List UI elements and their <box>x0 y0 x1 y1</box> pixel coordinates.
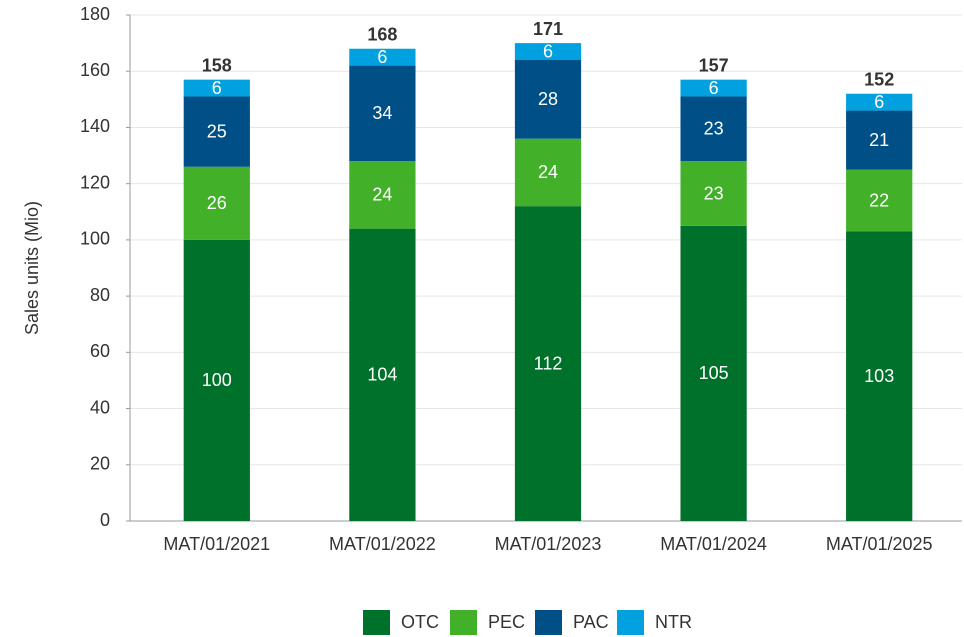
bar-segment <box>183 166 250 240</box>
y-tick-label: 140 <box>80 116 110 136</box>
bar-segment <box>680 225 747 522</box>
data-label: 112 <box>534 353 563 373</box>
bar-segment <box>680 96 747 162</box>
data-label: 34 <box>372 103 392 123</box>
data-label: 23 <box>704 183 724 203</box>
data-label: 6 <box>709 78 719 98</box>
legend-label: OTC <box>401 612 439 632</box>
y-tick-label: 160 <box>80 60 110 80</box>
bar-segment <box>349 48 416 66</box>
bar-segment <box>846 110 913 170</box>
bar-segment <box>846 231 913 521</box>
legend-swatch <box>363 610 390 635</box>
data-label: 105 <box>699 363 729 383</box>
data-label: 6 <box>377 47 387 67</box>
bar-segment <box>349 65 416 162</box>
bar-segment <box>514 138 582 207</box>
data-label: 6 <box>874 92 884 112</box>
legend-label: PEC <box>488 612 525 632</box>
legend-label: PAC <box>573 612 609 632</box>
data-label: 26 <box>207 193 227 213</box>
data-label: 28 <box>538 89 558 109</box>
data-label: 25 <box>207 121 227 141</box>
bar-segment <box>183 96 250 167</box>
total-label: 171 <box>533 19 563 39</box>
total-label: 152 <box>864 69 894 89</box>
bar-segment <box>514 43 582 60</box>
data-label: 24 <box>538 162 558 182</box>
bar-segment <box>680 79 747 97</box>
data-label: 6 <box>212 78 222 98</box>
x-tick-label: MAT/01/2024 <box>660 534 767 554</box>
data-label: 22 <box>869 190 889 210</box>
legend-swatch <box>450 610 477 635</box>
y-tick-label: 20 <box>90 454 110 474</box>
bar-segment <box>183 239 250 521</box>
y-tick-label: 180 <box>80 4 110 24</box>
data-label: 103 <box>864 366 894 386</box>
bar-segment <box>349 228 416 521</box>
data-label: 104 <box>367 365 397 385</box>
total-label: 157 <box>699 55 729 75</box>
x-tick-label: MAT/01/2021 <box>163 534 270 554</box>
x-tick-label: MAT/01/2022 <box>329 534 436 554</box>
bar-segment <box>514 206 582 521</box>
data-label: 23 <box>704 119 724 139</box>
total-label: 158 <box>202 55 232 75</box>
y-tick-label: 40 <box>90 397 110 417</box>
x-tick-label: MAT/01/2025 <box>826 534 933 554</box>
y-tick-label: 100 <box>80 229 110 249</box>
y-tick-label: 120 <box>80 172 110 192</box>
legend-swatch <box>617 610 644 635</box>
x-tick-label: MAT/01/2023 <box>495 534 602 554</box>
data-label: 6 <box>543 41 553 61</box>
total-label: 168 <box>367 24 397 44</box>
bar-segment <box>846 93 913 111</box>
bar-segment <box>680 161 747 226</box>
bar-segment <box>349 161 416 229</box>
y-tick-label: 0 <box>100 510 110 530</box>
bar-segment <box>183 79 250 97</box>
y-axis-label: Sales units (Mio) <box>22 201 42 335</box>
data-label: 24 <box>372 185 392 205</box>
legend-swatch <box>535 610 562 635</box>
bar-segment <box>514 59 582 139</box>
data-label: 100 <box>202 370 232 390</box>
bar-segment <box>846 169 913 232</box>
y-tick-label: 80 <box>90 285 110 305</box>
y-tick-label: 60 <box>90 341 110 361</box>
data-label: 21 <box>869 130 889 150</box>
legend-label: NTR <box>655 612 692 632</box>
